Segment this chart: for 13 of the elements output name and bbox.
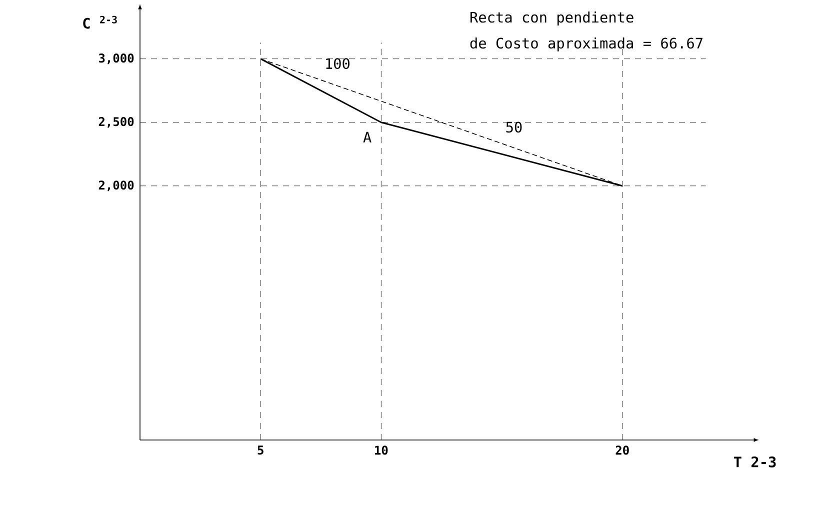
y-tick-label: 2,500 (98, 117, 134, 128)
annotation: 100 (326, 58, 350, 70)
x-tick-label: 10 (375, 446, 388, 455)
annotation: A (363, 132, 372, 142)
x-tick-label: 5 (258, 446, 264, 455)
y-tick-label: 2,000 (98, 180, 134, 192)
annotation: Recta con pendiente (470, 12, 634, 26)
y-axis-title: C $^{2-3}$ (83, 16, 117, 29)
annotation: de Costo aproximada = 66.67 (470, 37, 702, 52)
x-tick-label: 20 (616, 446, 629, 455)
y-tick-label: 3,000 (98, 54, 134, 64)
annotation: 50 (506, 122, 522, 133)
x-axis-title: T 2-3 (734, 456, 776, 468)
